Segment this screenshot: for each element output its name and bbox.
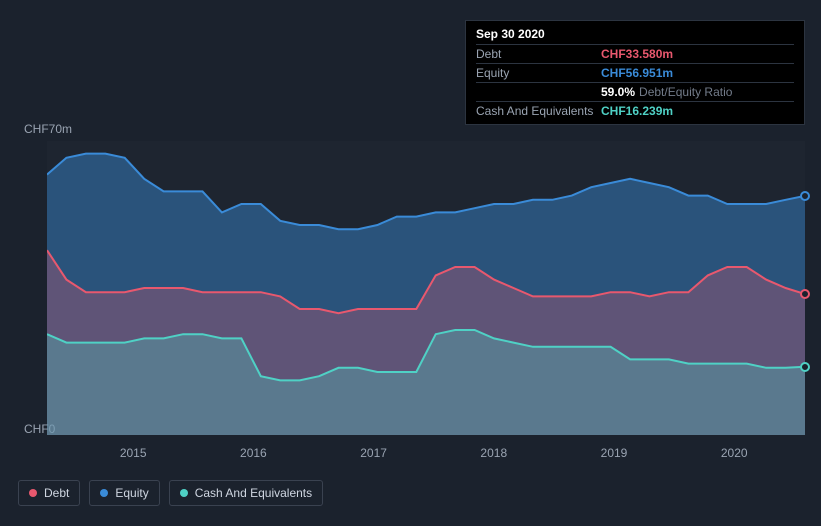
tooltip-row-value: CHF16.239m <box>601 104 673 118</box>
legend-dot-icon <box>29 489 37 497</box>
legend-label: Equity <box>115 486 148 500</box>
chart-tooltip: Sep 30 2020 DebtCHF33.580mEquityCHF56.95… <box>465 20 805 125</box>
x-axis-tick: 2016 <box>240 446 267 460</box>
x-axis-tick: 2015 <box>120 446 147 460</box>
legend-dot-icon <box>180 489 188 497</box>
x-axis-tick: 2019 <box>601 446 628 460</box>
x-axis-tick: 2018 <box>480 446 507 460</box>
tooltip-row-value: CHF33.580m <box>601 47 673 61</box>
legend-dot-icon <box>100 489 108 497</box>
x-axis: 2015 2016 2017 2018 2019 2020 <box>47 446 803 464</box>
y-axis-max-label: CHF70m <box>24 122 72 136</box>
area-chart <box>47 141 805 435</box>
tooltip-row-label <box>476 85 601 99</box>
tooltip-row: EquityCHF56.951m <box>476 63 794 82</box>
series-end-marker <box>800 289 810 299</box>
tooltip-row-label: Cash And Equivalents <box>476 104 601 118</box>
tooltip-row-label: Equity <box>476 66 601 80</box>
tooltip-row: Cash And EquivalentsCHF16.239m <box>476 101 794 120</box>
series-end-marker <box>800 191 810 201</box>
tooltip-row: 59.0%Debt/Equity Ratio <box>476 82 794 101</box>
legend-label: Cash And Equivalents <box>195 486 312 500</box>
tooltip-row-value: CHF56.951m <box>601 66 673 80</box>
tooltip-ratio: 59.0%Debt/Equity Ratio <box>601 85 732 99</box>
tooltip-row-label: Debt <box>476 47 601 61</box>
tooltip-row: DebtCHF33.580m <box>476 44 794 63</box>
tooltip-date: Sep 30 2020 <box>476 27 794 41</box>
legend-item-debt[interactable]: Debt <box>18 480 80 506</box>
legend-item-equity[interactable]: Equity <box>89 480 159 506</box>
legend-item-cash-and-equivalents[interactable]: Cash And Equivalents <box>169 480 323 506</box>
series-end-marker <box>800 362 810 372</box>
x-axis-tick: 2017 <box>360 446 387 460</box>
legend: Debt Equity Cash And Equivalents <box>18 480 323 506</box>
x-axis-tick: 2020 <box>721 446 748 460</box>
legend-label: Debt <box>44 486 69 500</box>
